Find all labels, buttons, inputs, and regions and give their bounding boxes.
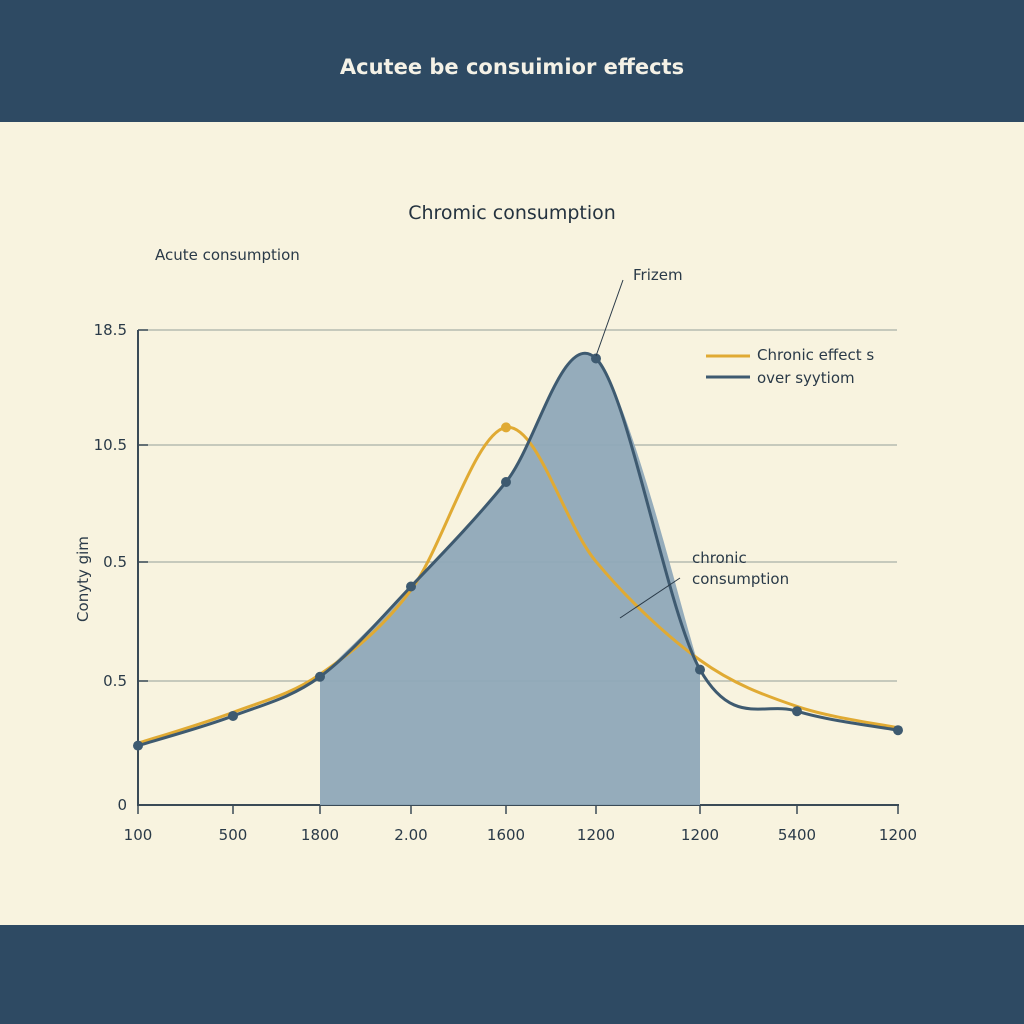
shaded-area [320, 353, 700, 805]
annotation-leader [619, 577, 681, 619]
data-point-yellow-peak [501, 422, 511, 433]
x-tick-label: 1200 [681, 826, 719, 844]
chart-subtitle: Acute consumption [155, 246, 300, 264]
annotation-chronic-consumption: chronic consumption [692, 549, 790, 588]
x-tick-label: 2.00 [394, 826, 427, 844]
y-tick-label: 18.5 [94, 321, 127, 339]
data-point [792, 706, 802, 717]
legend-label-1: over syytiom [757, 369, 855, 387]
footer-bar [0, 925, 1024, 1024]
annotation-leader [595, 279, 624, 357]
legend-label-0: Chronic effect s [757, 346, 875, 364]
series-line-over-system [137, 351, 899, 748]
x-tick-label: 5400 [778, 826, 816, 844]
x-tick-label: 1800 [301, 826, 339, 844]
header-bar: Acutee be consuimior effects [0, 0, 1024, 122]
x-tick-label: 1600 [487, 826, 525, 844]
data-point [228, 710, 238, 721]
data-point [893, 725, 903, 736]
data-point [501, 477, 511, 487]
data-point [591, 353, 601, 364]
data-point [315, 671, 325, 682]
data-point [695, 664, 705, 675]
x-tick-label: 100 [124, 826, 153, 844]
y-tick-label: 0 [117, 796, 127, 814]
chart-title: Chromic consumption [408, 202, 616, 224]
x-tick-label: 1200 [577, 826, 615, 844]
y-tick-label: 0.5 [103, 553, 127, 571]
x-tick-label: 500 [219, 826, 248, 844]
data-point [406, 581, 416, 592]
x-tick-label: 1200 [879, 826, 917, 844]
y-tick-label: 10.5 [94, 436, 127, 454]
data-point [133, 740, 143, 751]
y-tick-label: 0.5 [103, 672, 127, 690]
header-title: Acutee be consuimior effects [339, 55, 685, 79]
annotation-frizem: Frizem [633, 266, 683, 284]
